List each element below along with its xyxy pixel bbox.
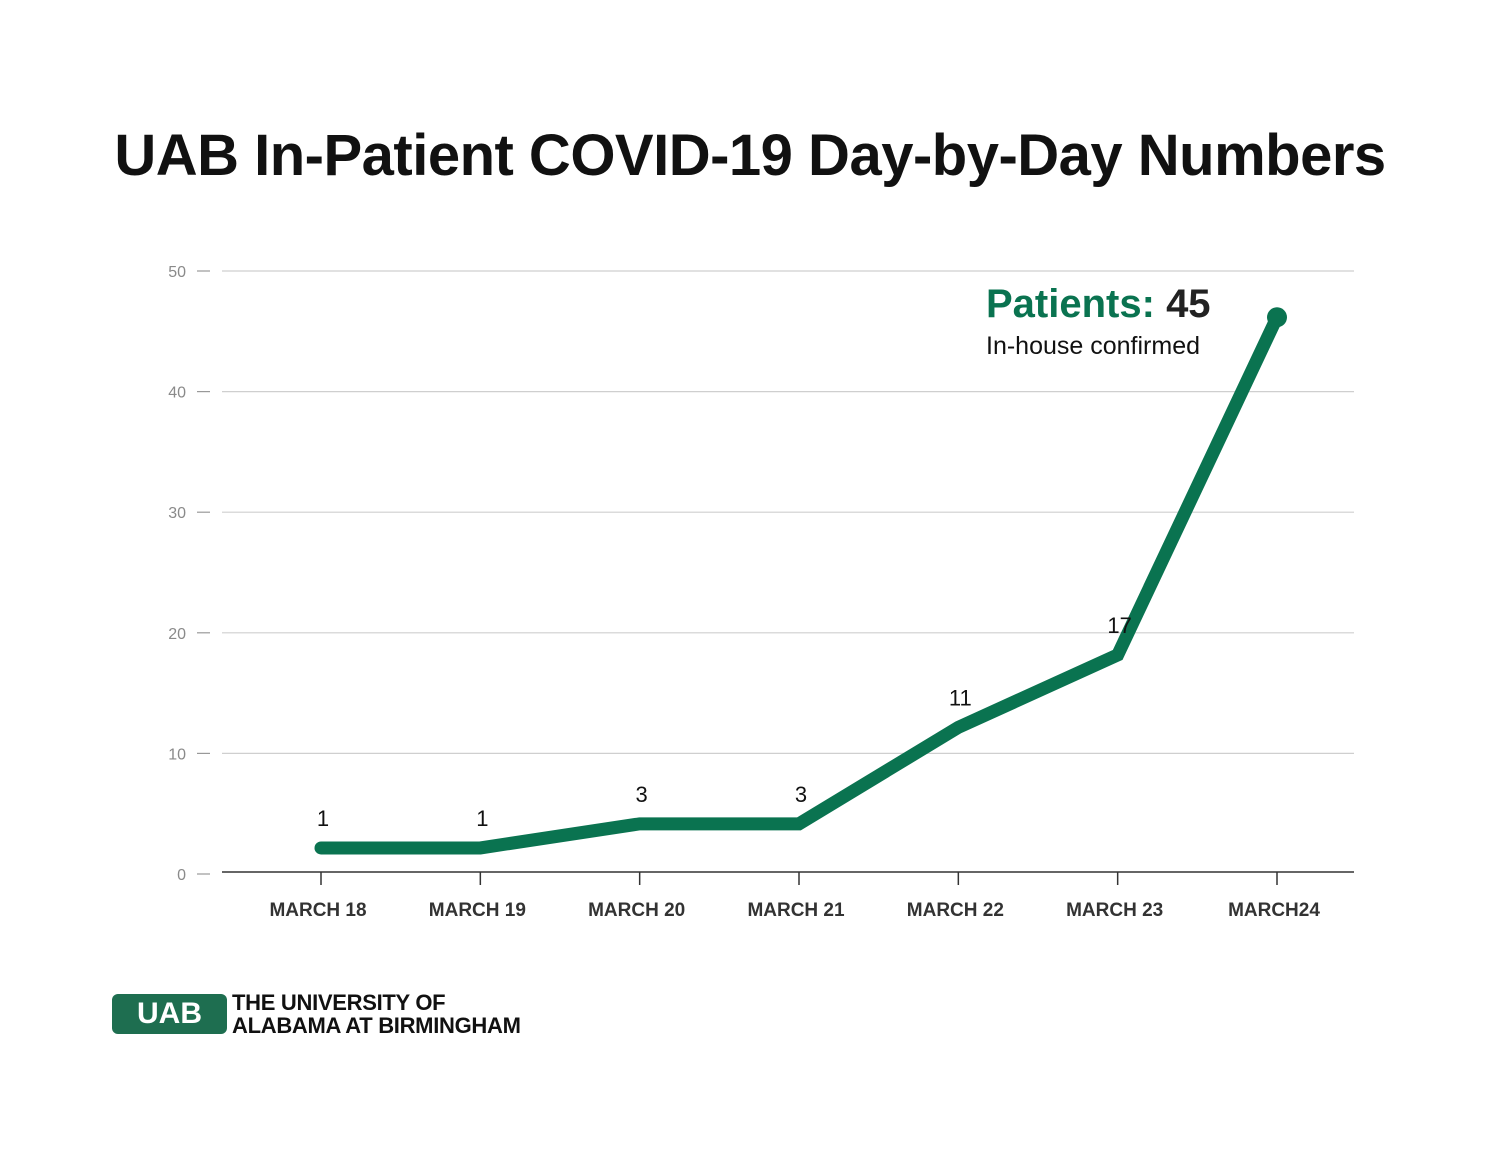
- data-label: 11: [949, 685, 972, 710]
- x-tick-label: MARCH 22: [907, 900, 1004, 921]
- callout-subtitle: In-house confirmed: [986, 332, 1201, 360]
- uab-logo-mark: UAB: [112, 994, 227, 1034]
- x-tick-label: MARCH 20: [588, 900, 685, 921]
- series-patients: [314, 307, 1287, 855]
- uab-logo: UAB THE UNIVERSITY OF ALABAMA AT BIRMING…: [112, 991, 521, 1037]
- logo-letter: UAB: [112, 994, 227, 1034]
- y-tick-label: 30: [168, 505, 186, 522]
- y-axis: 0 10 20 30 40 50: [168, 264, 210, 884]
- data-point: [314, 841, 328, 855]
- callout-value: 45: [1166, 282, 1211, 326]
- x-tick-label: MARCH 23: [1066, 900, 1163, 921]
- logo-line-1: THE UNIVERSITY OF: [232, 990, 446, 1015]
- callout-heading: Patients: 45: [986, 282, 1211, 327]
- data-point-end-marker: [1267, 307, 1287, 328]
- series-line: [321, 314, 1283, 855]
- gridlines: [222, 270, 1354, 755]
- y-tick-label: 40: [168, 385, 186, 402]
- logo-line-2: ALABAMA AT BIRMINGHAM: [232, 1013, 521, 1038]
- data-label: 1: [317, 806, 329, 831]
- y-tick-label: 50: [168, 264, 186, 281]
- x-tick-label: MARCH 21: [747, 900, 845, 921]
- data-label: 17: [1107, 613, 1131, 638]
- data-label: 3: [795, 782, 807, 807]
- y-tick-label: 10: [168, 746, 186, 763]
- x-tick-label: MARCH 19: [429, 900, 526, 921]
- y-tick-label: 20: [168, 626, 186, 643]
- x-tick-label: MARCH 18: [269, 900, 366, 921]
- callout-key: Patients:: [986, 282, 1155, 326]
- logo-wordmark: THE UNIVERSITY OF ALABAMA AT BIRMINGHAM: [232, 991, 521, 1037]
- y-tick-label: 0: [177, 867, 186, 884]
- x-tick-label: MARCH24: [1228, 900, 1320, 921]
- data-label: 3: [636, 782, 648, 807]
- x-axis: MARCH 18 MARCH 19 MARCH 20 MARCH 21 MARCH 22…: [222, 871, 1354, 921]
- chart-title: UAB In-Patient COVID-19 Day-by-Day Numbe…: [114, 123, 1386, 188]
- data-label: 1: [476, 806, 488, 831]
